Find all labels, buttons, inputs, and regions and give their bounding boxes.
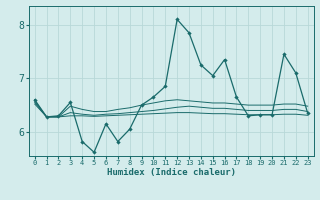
X-axis label: Humidex (Indice chaleur): Humidex (Indice chaleur) xyxy=(107,168,236,177)
